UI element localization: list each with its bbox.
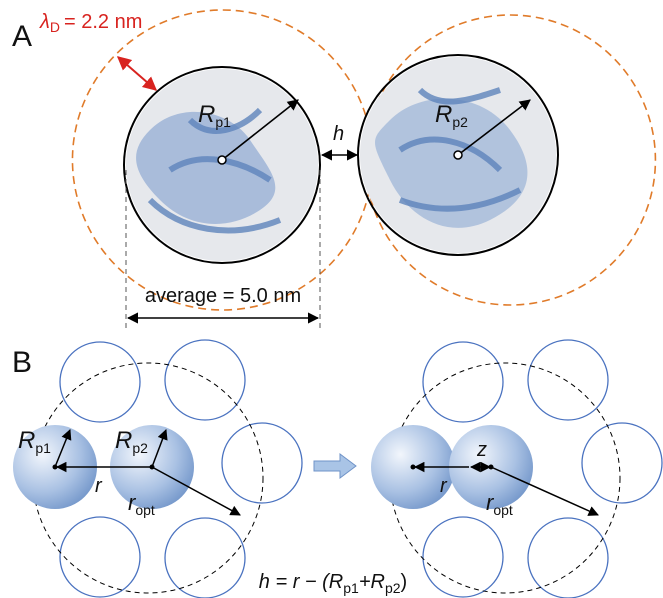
text-part: R bbox=[435, 101, 452, 128]
text-part: +R bbox=[359, 571, 385, 593]
text-part: p1 bbox=[35, 440, 51, 456]
text-part: ) bbox=[401, 571, 408, 593]
panel-label: B bbox=[12, 346, 32, 379]
text-part: p2 bbox=[385, 580, 401, 596]
panel-label: A bbox=[12, 20, 32, 53]
protein-1 bbox=[124, 67, 320, 263]
text-part: p1 bbox=[343, 580, 359, 596]
transition-arrow bbox=[314, 454, 356, 478]
average-label: average = 5.0 nm bbox=[145, 285, 301, 307]
text-part: R bbox=[115, 427, 132, 454]
distance-label: r bbox=[95, 475, 103, 497]
gap-label: h bbox=[333, 123, 344, 145]
text-part: opt bbox=[493, 502, 513, 518]
text-part: h = r − (R bbox=[259, 571, 343, 593]
text-part: opt bbox=[135, 502, 155, 518]
text-part: p2 bbox=[132, 440, 148, 456]
center bbox=[218, 156, 226, 164]
equation: h = r − (Rp1+Rp2) bbox=[259, 571, 407, 596]
debye-label: λD= 2.2 nm bbox=[39, 11, 142, 35]
debye-arrow bbox=[118, 57, 156, 90]
text-part: D bbox=[50, 19, 60, 35]
text-part: = 2.2 nm bbox=[64, 11, 142, 33]
offset-label: z bbox=[476, 439, 487, 461]
center bbox=[454, 151, 462, 159]
figure: A λD= 2.2 nm Rp1 Rp2 h average = 5.0 nm … bbox=[0, 0, 663, 598]
text-part: λ bbox=[39, 11, 50, 33]
text-part: R bbox=[18, 427, 35, 454]
text-part: p2 bbox=[452, 114, 468, 130]
text-part: p1 bbox=[215, 114, 231, 130]
text-part: R bbox=[198, 101, 215, 128]
